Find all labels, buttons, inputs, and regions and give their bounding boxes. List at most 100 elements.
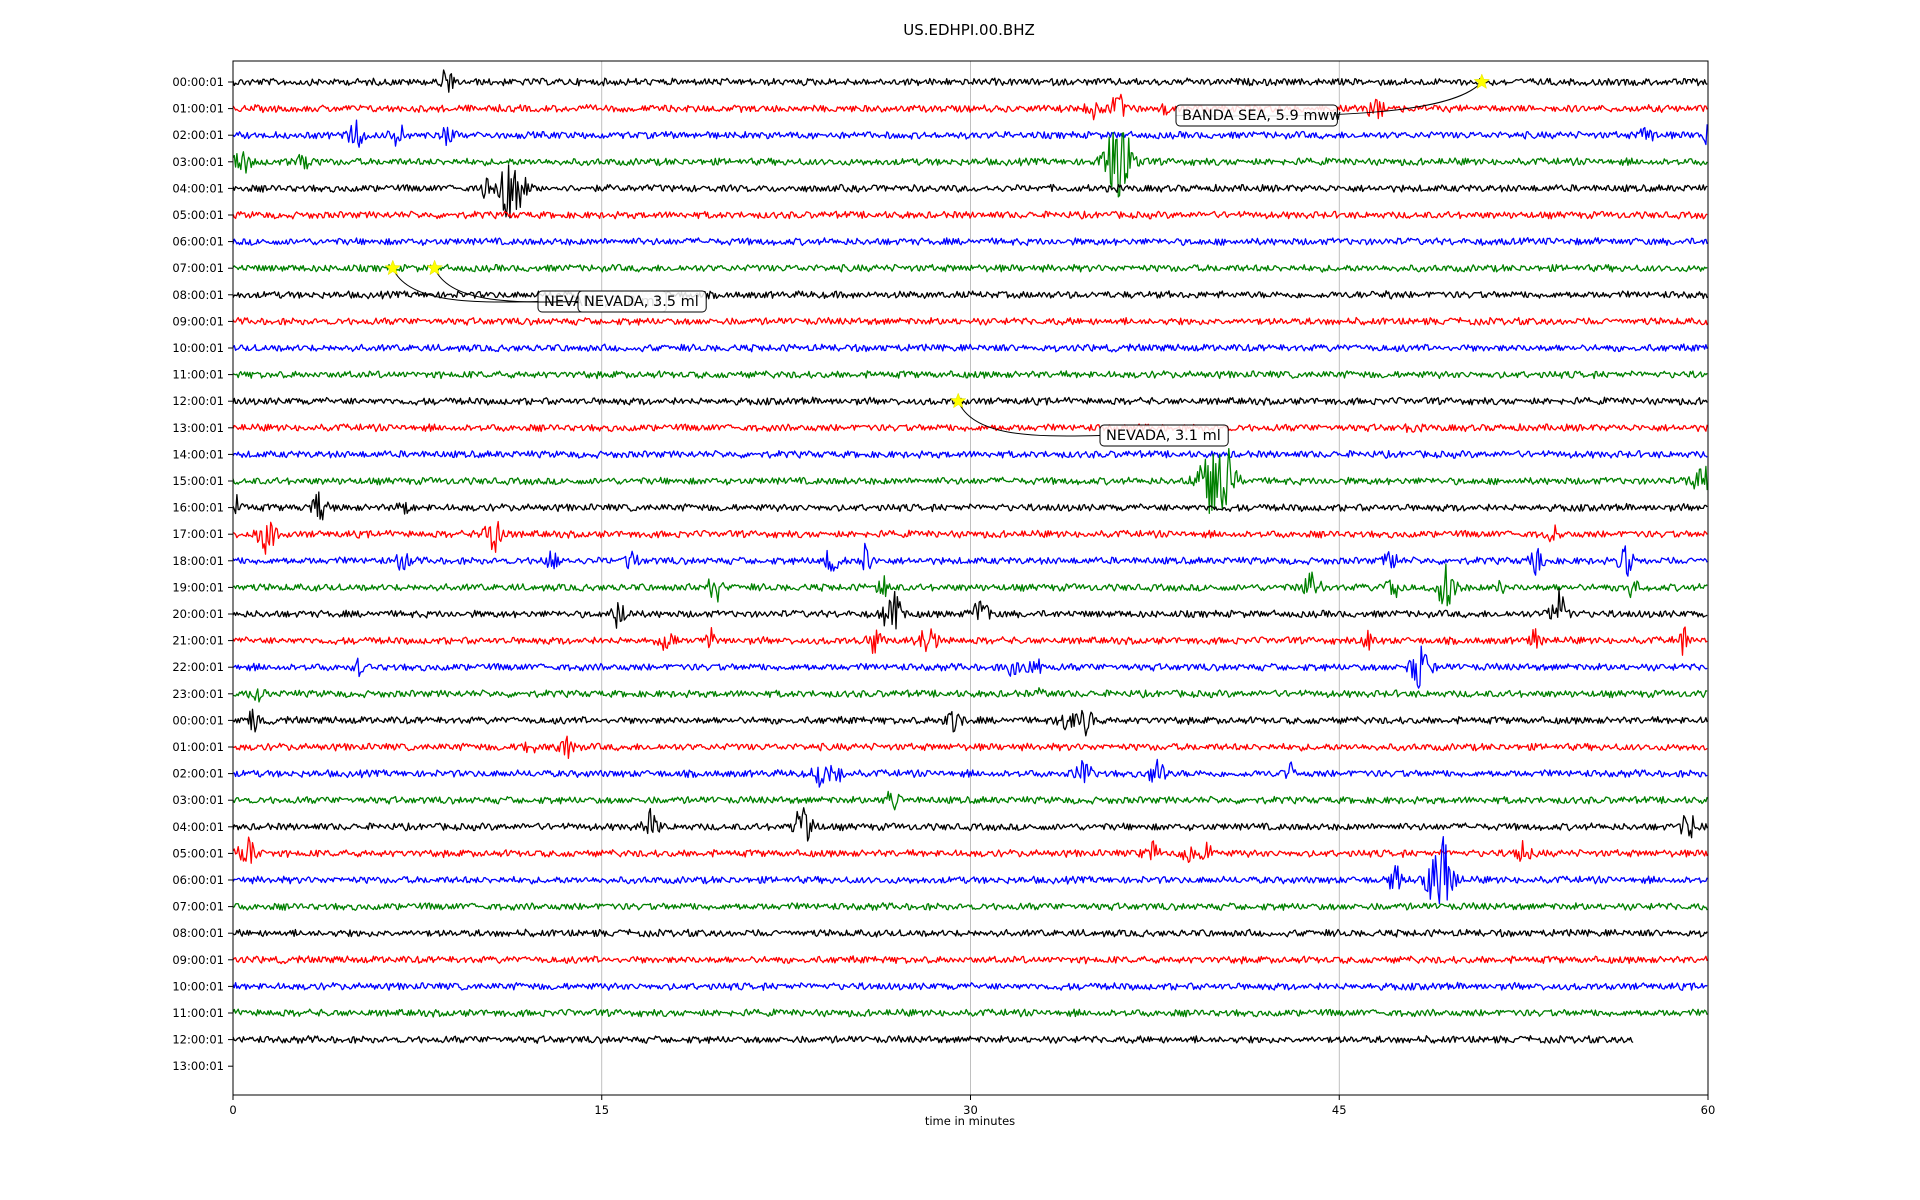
row-time-label: 00:00:01 <box>172 713 224 727</box>
x-axis-label: time in minutes <box>925 1114 1015 1128</box>
annotation-box <box>1099 424 1229 447</box>
row-time-label: 16:00:01 <box>172 501 224 515</box>
row-time-label: 04:00:01 <box>172 181 224 195</box>
seismic-trace <box>232 343 1708 353</box>
seismic-trace <box>232 563 1708 607</box>
seismic-trace <box>232 210 1708 220</box>
row-time-label: 15:00:01 <box>172 474 224 488</box>
seismic-trace <box>232 237 1708 247</box>
x-tick-label: 60 <box>1701 1103 1716 1117</box>
row-time-label: 23:00:01 <box>172 687 224 701</box>
x-tick-label: 45 <box>1332 1103 1347 1117</box>
row-time-label: 03:00:01 <box>172 793 224 807</box>
row-time-label: 20:00:01 <box>172 607 224 621</box>
x-tick-label: 0 <box>229 1103 236 1117</box>
seismic-trace <box>232 687 1708 703</box>
seismic-trace <box>232 902 1708 911</box>
row-time-label: 07:00:01 <box>172 261 224 275</box>
seismic-trace <box>232 758 1708 788</box>
event-star-marker <box>949 392 967 409</box>
row-time-label: 13:00:01 <box>172 421 224 435</box>
annotation-text: BANDA SEA, 5.9 mww <box>1182 108 1341 124</box>
row-time-label: 01:00:01 <box>172 102 224 116</box>
annotation-box <box>1175 104 1338 127</box>
seismic-trace <box>232 836 1708 864</box>
seismic-trace <box>232 626 1708 656</box>
annotation-text: NEVADA, 3.1 ml <box>1106 428 1221 444</box>
row-time-label: 10:00:01 <box>172 979 224 993</box>
seismic-trace <box>232 955 1708 965</box>
seismic-trace <box>232 450 1708 459</box>
annotation-leader <box>434 268 579 303</box>
annotation-text: NEVADA, 3.5 ml <box>584 294 699 310</box>
seismic-trace <box>232 807 1708 842</box>
event-star-marker <box>1473 73 1491 90</box>
seismic-traces <box>232 69 1708 1044</box>
seismic-trace <box>232 132 1708 198</box>
row-time-label: 01:00:01 <box>172 740 224 754</box>
event-annotation: NEVADA, 3.5 ml <box>434 268 707 313</box>
row-time-label: 08:00:01 <box>172 926 224 940</box>
row-time-label: 05:00:01 <box>172 208 224 222</box>
event-annotation: NEVADA, 3.1 ml <box>957 401 1229 447</box>
row-time-label: 10:00:01 <box>172 341 224 355</box>
row-time-label: 21:00:01 <box>172 634 224 648</box>
annotation-leader <box>957 401 1101 437</box>
annotation-box <box>577 290 707 313</box>
row-time-label: 04:00:01 <box>172 820 224 834</box>
x-tick-label: 30 <box>963 1103 978 1117</box>
seismic-trace <box>232 370 1708 380</box>
row-time-label: 13:00:01 <box>172 1059 224 1073</box>
event-star-marker <box>384 259 402 276</box>
seismic-trace <box>232 588 1708 630</box>
row-time-label: 17:00:01 <box>172 527 224 541</box>
row-time-label: 00:00:01 <box>172 75 224 89</box>
seismic-trace <box>232 263 1708 273</box>
seismic-trace <box>232 69 1708 93</box>
seismic-trace <box>232 1008 1708 1018</box>
seismic-trace <box>232 790 1708 811</box>
row-time-label: 19:00:01 <box>172 580 224 594</box>
seismic-trace <box>232 316 1708 326</box>
row-time-label: 11:00:01 <box>172 368 224 382</box>
seismic-trace <box>232 981 1708 991</box>
seismic-trace <box>232 1035 1634 1044</box>
seismic-trace <box>232 290 1708 300</box>
row-time-label: 05:00:01 <box>172 846 224 860</box>
row-time-label: 09:00:01 <box>172 314 224 328</box>
chart-title: US.EDHPI.00.BHZ <box>903 21 1035 39</box>
row-time-label: 11:00:01 <box>172 1006 224 1020</box>
vertical-gridlines <box>601 61 1340 1095</box>
row-time-label: 02:00:01 <box>172 128 224 142</box>
event-markers <box>384 73 1491 409</box>
seismic-trace <box>232 542 1708 577</box>
row-time-labels: 00:00:01 01:00:01 02:00:01 03:00:01 04:00:01… <box>172 75 233 1073</box>
row-time-label: 03:00:01 <box>172 155 224 169</box>
row-time-label: 14:00:01 <box>172 447 224 461</box>
event-star-marker <box>426 259 443 276</box>
x-axis-ticks: 0 15 30 45 60 <box>229 1095 1715 1117</box>
row-time-label: 06:00:01 <box>172 873 224 887</box>
seismic-trace <box>232 520 1708 555</box>
event-annotation: BANDA SEA, 5.9 mww <box>1175 81 1483 127</box>
seismic-trace <box>232 735 1708 760</box>
row-time-label: 08:00:01 <box>172 288 224 302</box>
seismic-trace <box>232 836 1708 905</box>
row-time-label: 09:00:01 <box>172 953 224 967</box>
row-time-label: 18:00:01 <box>172 554 224 568</box>
seismic-trace <box>232 93 1708 121</box>
seismic-trace <box>232 164 1708 219</box>
seismic-trace <box>232 928 1708 938</box>
row-time-label: 12:00:01 <box>172 394 224 408</box>
row-time-label: 12:00:01 <box>172 1033 224 1047</box>
row-time-label: 22:00:01 <box>172 660 224 674</box>
row-time-label: 07:00:01 <box>172 900 224 914</box>
x-tick-label: 15 <box>594 1103 609 1117</box>
seismic-trace <box>232 396 1708 406</box>
row-time-label: 06:00:01 <box>172 235 224 249</box>
seismic-trace <box>232 491 1708 521</box>
row-time-label: 02:00:01 <box>172 767 224 781</box>
seismic-trace <box>232 448 1708 514</box>
